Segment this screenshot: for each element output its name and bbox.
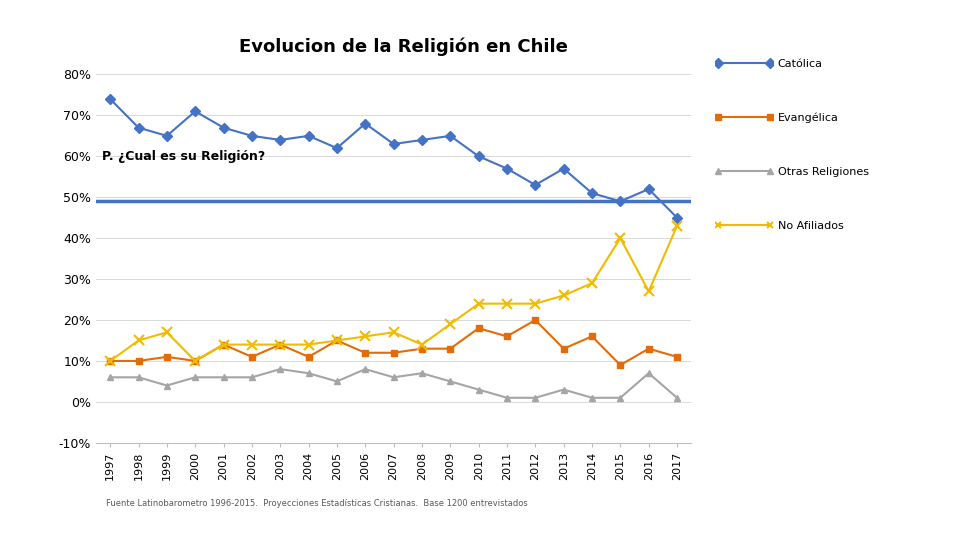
Text: No Afiliados: No Afiliados — [778, 221, 843, 231]
Text: Evolucion de la Religión en Chile: Evolucion de la Religión en Chile — [239, 38, 567, 56]
Text: Otras Religiones: Otras Religiones — [778, 167, 869, 177]
Text: Católica: Católica — [778, 59, 823, 69]
Text: P. ¿Cual es su Religión?: P. ¿Cual es su Religión? — [102, 150, 265, 163]
Text: Evangélica: Evangélica — [778, 112, 838, 123]
Text: Fuente Latinobarometro 1996-2015.  Proyecciones Estadísticas Cristianas.  Base 1: Fuente Latinobarometro 1996-2015. Proyec… — [106, 498, 527, 508]
